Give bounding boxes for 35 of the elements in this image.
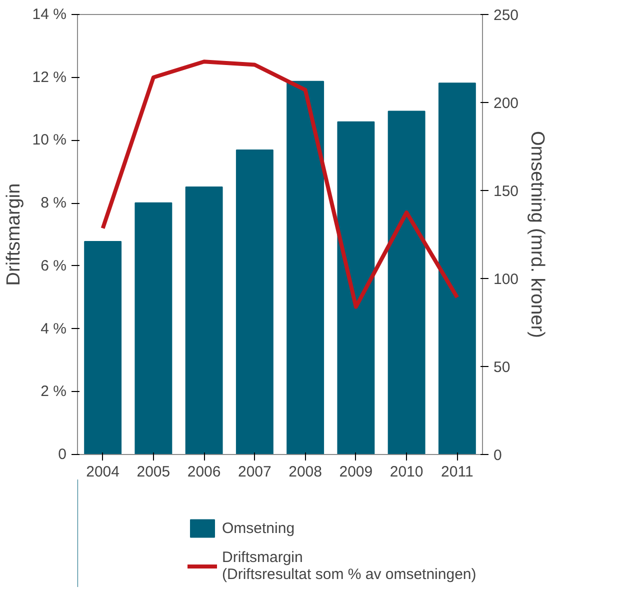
bar [84, 241, 122, 454]
bar [286, 80, 324, 454]
x-tick-label: 2009 [339, 464, 373, 480]
x-tick-label: 2011 [441, 464, 474, 480]
x-tick-label: 2005 [136, 464, 170, 480]
y-tick-label: 10 % [32, 132, 67, 149]
x-tick-label: 2008 [288, 464, 322, 480]
y-tick-label: 12 % [32, 68, 67, 86]
y-tick-label: 8 % [40, 194, 67, 212]
bar [236, 150, 274, 454]
y-tick-label: 14 % [32, 6, 67, 23]
x-tick-label: 2006 [187, 464, 221, 480]
x-tick-label: 2004 [86, 464, 120, 480]
y2-tick-label: 200 [494, 95, 519, 112]
bar [438, 82, 476, 454]
legend-label: Omsetning [222, 520, 295, 536]
bar [388, 110, 426, 454]
y2-tick-label: 150 [494, 183, 519, 200]
bar [185, 186, 223, 454]
y2-tick-label: 100 [494, 271, 519, 288]
x-tick-label: 2010 [390, 464, 424, 480]
y2-tick-label: 50 [494, 359, 510, 376]
y2-axis-title: Omsetning (mrd. kroner) [526, 131, 548, 338]
y-tick-label: 2 % [40, 383, 67, 400]
legend-label: Driftsmargin (Driftsresultat som % av omsetningen) [222, 549, 476, 583]
y-tick-label: 6 % [40, 257, 67, 274]
y-tick-label: 4 % [40, 320, 67, 338]
y-tick-label: 0 [58, 446, 66, 463]
x-tick-label: 2007 [238, 464, 272, 480]
line-series [100, 60, 460, 309]
y2-tick-label: 0 [494, 447, 502, 464]
bar [337, 121, 375, 454]
y-axis-title: Driftsmargin [3, 183, 24, 286]
bar [134, 202, 172, 454]
y2-tick-label: 250 [494, 7, 519, 24]
